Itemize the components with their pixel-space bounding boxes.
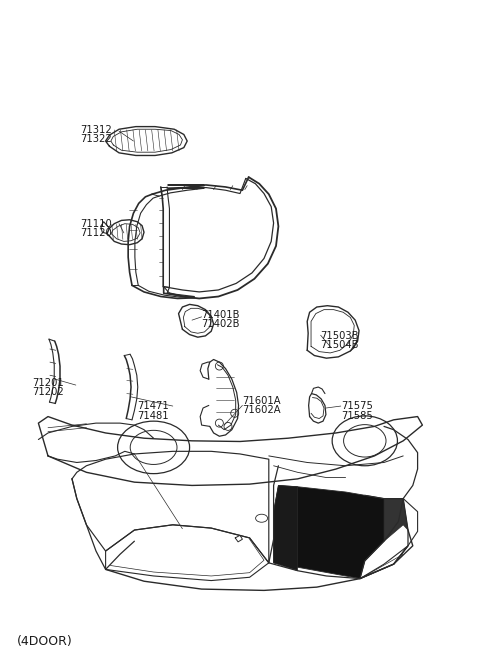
Ellipse shape <box>130 430 177 464</box>
Text: (4DOOR): (4DOOR) <box>17 635 72 648</box>
Ellipse shape <box>344 424 386 457</box>
Ellipse shape <box>118 421 190 474</box>
Text: 71120: 71120 <box>81 228 112 238</box>
Text: 71504B: 71504B <box>321 340 359 350</box>
Ellipse shape <box>332 416 397 466</box>
Text: 71471: 71471 <box>137 401 168 411</box>
Text: 71401B: 71401B <box>202 310 240 319</box>
Text: 71585: 71585 <box>341 411 372 420</box>
Polygon shape <box>384 499 408 541</box>
Text: 71575: 71575 <box>341 401 372 411</box>
Ellipse shape <box>256 514 268 522</box>
Text: 71481: 71481 <box>137 411 168 420</box>
Text: 71312: 71312 <box>81 125 112 135</box>
Text: 71503B: 71503B <box>321 331 359 340</box>
Text: 71322: 71322 <box>81 134 112 144</box>
Text: 71110: 71110 <box>81 219 112 229</box>
Text: 71402B: 71402B <box>202 319 240 329</box>
Text: 71202: 71202 <box>33 387 64 397</box>
Text: 71201: 71201 <box>33 378 64 388</box>
Text: 71602A: 71602A <box>242 405 281 415</box>
Polygon shape <box>274 485 403 579</box>
Text: 71601A: 71601A <box>242 396 281 406</box>
Polygon shape <box>274 485 298 571</box>
